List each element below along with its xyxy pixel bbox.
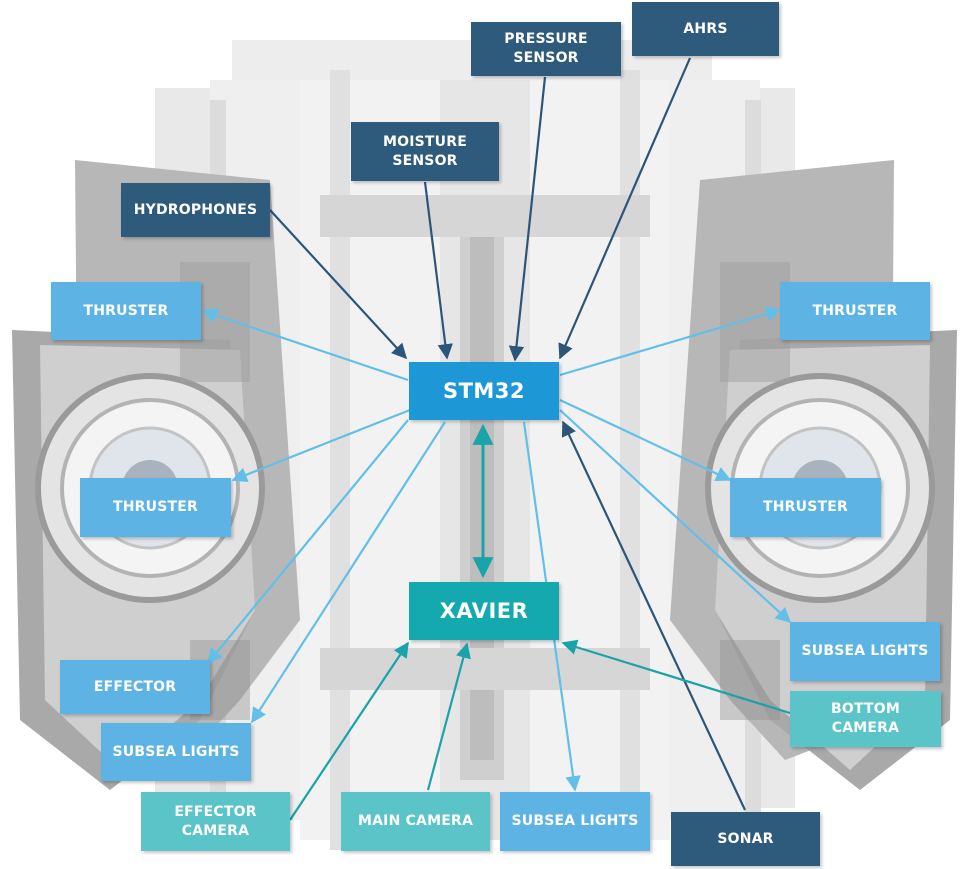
xavier-node: XAVIER [409, 582, 559, 640]
subsea-lights-left-node: SUBSEA LIGHTS [101, 723, 251, 781]
hydrophones-node: HYDROPHONES [121, 183, 270, 237]
ahrs-label: AHRS [683, 20, 728, 37]
thruster-top-right-node: THRUSTER [780, 282, 930, 340]
bottom-camera-label: BOTTOM CAMERA [830, 701, 901, 736]
moisture-sensor-label: MOISTURE SENSOR [383, 133, 467, 169]
subsea-lights-right-label: SUBSEA LIGHTS [801, 643, 929, 659]
thruster-mid-right-label: THRUSTER [763, 499, 848, 515]
stm32-node: STM32 [409, 362, 559, 420]
thruster-top-left-node: THRUSTER [51, 282, 201, 340]
effector-camera-node: EFFECTOR CAMERA [141, 792, 290, 851]
sonar-node: SONAR [671, 812, 820, 866]
pressure-sensor-node: PRESSURE SENSOR [471, 22, 621, 76]
subsea-lights-bottom-label: SUBSEA LIGHTS [511, 813, 639, 829]
thruster-top-left-label: THRUSTER [83, 302, 169, 319]
thruster-mid-left-label: THRUSTER [113, 499, 198, 515]
stm32-label: STM32 [442, 378, 526, 403]
pressure-sensor-label: PRESSURE SENSOR [504, 31, 588, 66]
sonar-label: SONAR [717, 830, 774, 847]
main-camera-node: MAIN CAMERA [341, 792, 490, 851]
thruster-top-right-label: THRUSTER [812, 302, 898, 319]
main-camera-label: MAIN CAMERA [358, 813, 473, 829]
thruster-mid-right-node: THRUSTER [730, 478, 881, 537]
xavier-label: XAVIER [439, 598, 529, 623]
ahrs-node: AHRS [632, 2, 779, 56]
effector-node: EFFECTOR [60, 660, 210, 714]
hydrophones-label: HYDROPHONES [133, 201, 258, 218]
subsea-lights-right-node: SUBSEA LIGHTS [790, 622, 940, 681]
moisture-sensor-node: MOISTURE SENSOR [351, 122, 499, 181]
subsea-lights-left-label: SUBSEA LIGHTS [112, 743, 240, 760]
bottom-camera-node: BOTTOM CAMERA [790, 691, 941, 747]
effector-camera-label: EFFECTOR CAMERA [174, 803, 257, 839]
effector-label: EFFECTOR [93, 678, 177, 695]
thruster-mid-left-node: THRUSTER [80, 478, 231, 537]
subsea-lights-bottom-node: SUBSEA LIGHTS [500, 792, 650, 851]
